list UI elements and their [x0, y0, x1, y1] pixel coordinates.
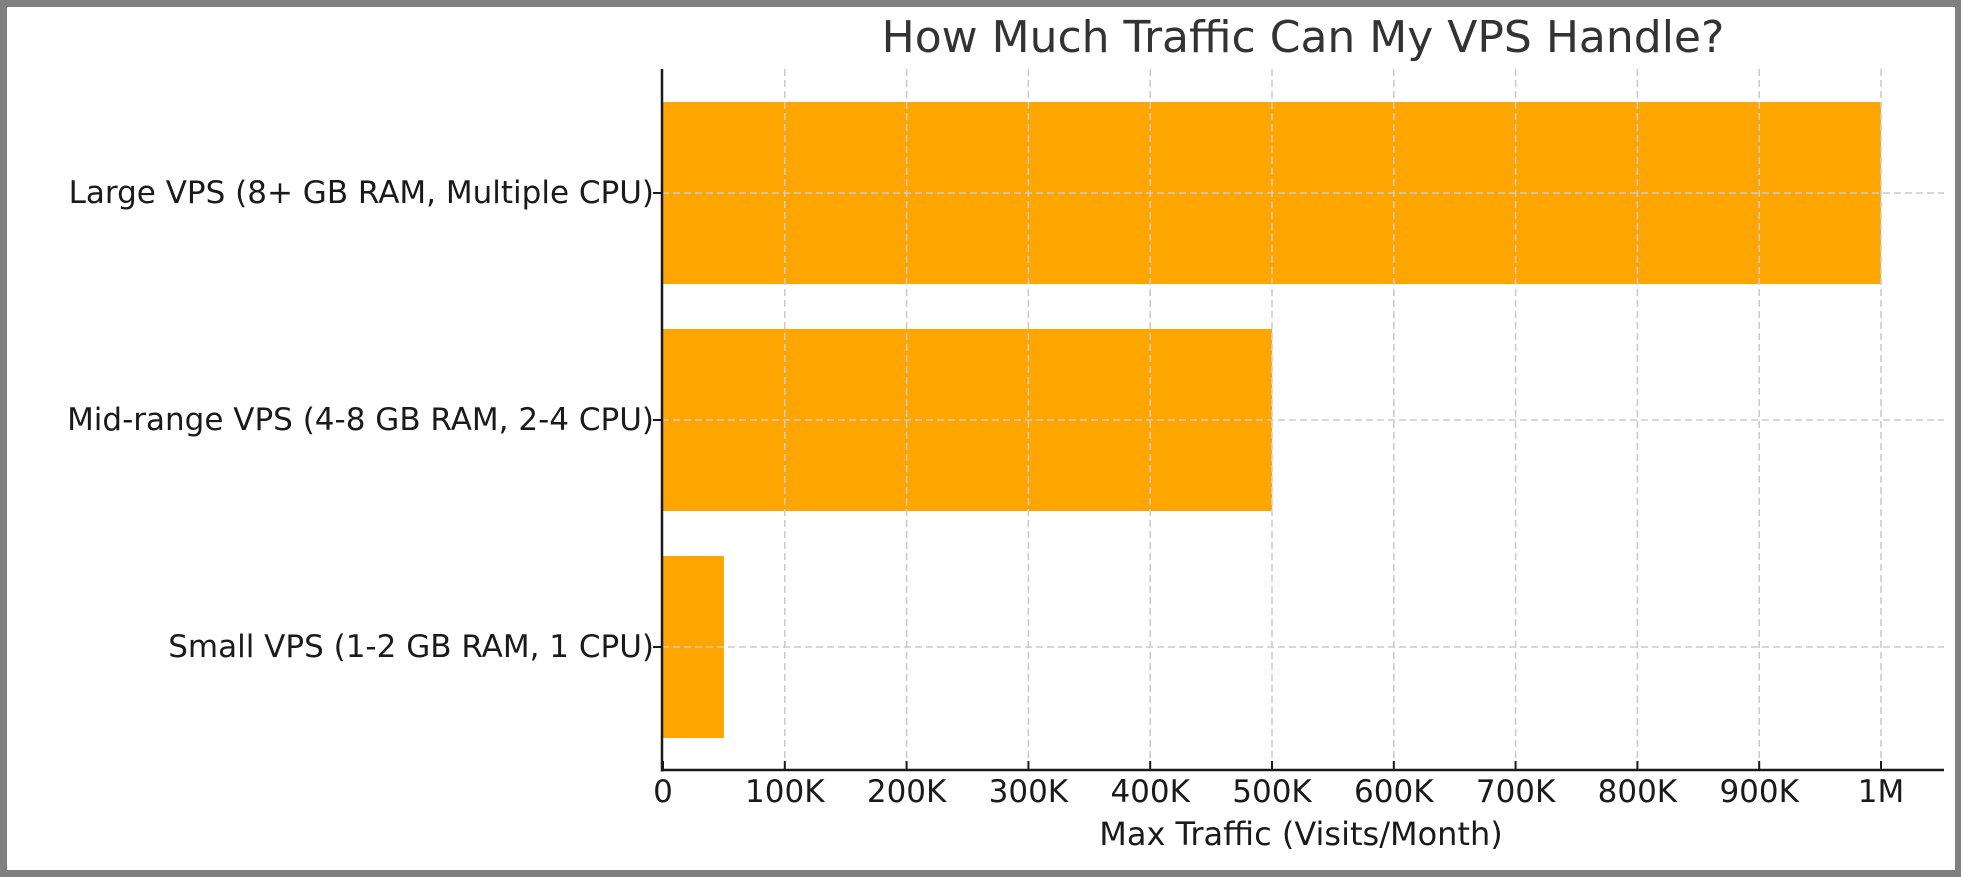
axes	[653, 69, 1944, 772]
y-tick-label: Small VPS (1-2 GB RAM, 1 CPU)	[168, 629, 654, 665]
x-tick-label: 900K	[1719, 774, 1799, 810]
x-tick-label: 100K	[745, 774, 825, 810]
x-tick-label: 1M	[1857, 774, 1905, 810]
x-tick-label: 400K	[1110, 774, 1190, 810]
x-tick-label: 600K	[1354, 774, 1434, 810]
x-tick-label: 500K	[1232, 774, 1312, 810]
gridlines	[662, 69, 1944, 770]
chart-title: How Much Traffic Can My VPS Handle?	[881, 12, 1725, 63]
y-tick-label: Large VPS (8+ GB RAM, Multiple CPU)	[68, 175, 654, 211]
x-tick-label: 0	[653, 774, 673, 810]
bar	[663, 556, 724, 738]
x-tick-label: 200K	[866, 774, 947, 810]
x-tick-label: 300K	[988, 774, 1069, 810]
x-axis-title: Max Traffic (Visits/Month)	[1099, 815, 1503, 853]
x-tick-label: 800K	[1597, 774, 1678, 810]
y-tick-label: Mid-range VPS (4-8 GB RAM, 2-4 CPU)	[67, 402, 654, 438]
x-tick-label: 700K	[1475, 774, 1556, 810]
